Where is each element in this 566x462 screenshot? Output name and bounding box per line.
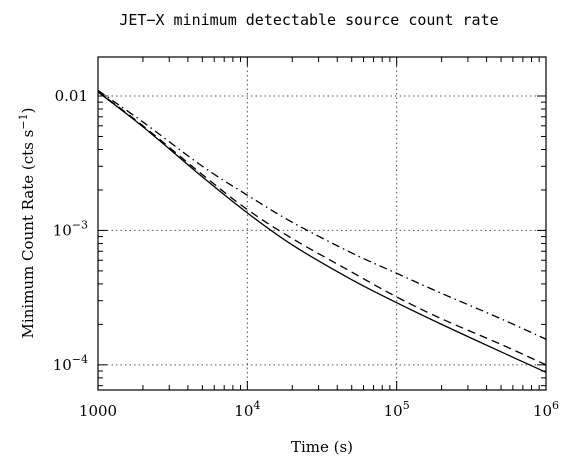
y-axis-label-exponent: −1 xyxy=(17,113,30,129)
chart-title: JET−X minimum detectable source count ra… xyxy=(119,11,498,29)
y-tick-label-2: 10−4 xyxy=(53,353,88,374)
x-tick-label-exponent: 5 xyxy=(403,399,410,412)
grid xyxy=(98,57,546,390)
series-line-dashdot xyxy=(97,89,547,340)
y-tick-label-0: 0.01 xyxy=(55,87,88,105)
x-axis-label: Time (s) xyxy=(291,438,353,456)
x-tick-label-1: 104 xyxy=(234,399,260,420)
y-tick-label-exponent: −3 xyxy=(72,218,88,231)
x-tick-label-0: 1000 xyxy=(79,402,117,420)
y-tick-label-base: 10 xyxy=(53,356,72,374)
y-axis-label-text: Minimum Count Rate (cts s xyxy=(19,130,37,339)
y-tick-label-exponent: −4 xyxy=(72,353,88,366)
x-tick-label-base: 10 xyxy=(384,402,403,420)
x-tick-label-exponent: 6 xyxy=(552,399,559,412)
plot-frame xyxy=(97,56,547,391)
series-line-dashed xyxy=(97,90,547,366)
y-axis-label: Minimum Count Rate (cts s−1) xyxy=(17,108,37,339)
y-tick-label-1: 10−3 xyxy=(53,218,88,239)
ticks xyxy=(97,57,546,390)
y-tick-label-base: 0.01 xyxy=(55,87,88,105)
series-line-solid xyxy=(97,91,547,373)
x-tick-label-exponent: 4 xyxy=(253,399,260,412)
y-tick-label-base: 10 xyxy=(53,221,72,239)
y-axis-label-close: ) xyxy=(19,108,37,114)
x-tick-label-2: 105 xyxy=(384,399,410,420)
series-group xyxy=(97,89,547,373)
x-tick-label-base: 1000 xyxy=(79,402,117,420)
x-tick-label-base: 10 xyxy=(533,402,552,420)
x-tick-label-3: 106 xyxy=(533,399,559,420)
x-tick-label-base: 10 xyxy=(234,402,253,420)
